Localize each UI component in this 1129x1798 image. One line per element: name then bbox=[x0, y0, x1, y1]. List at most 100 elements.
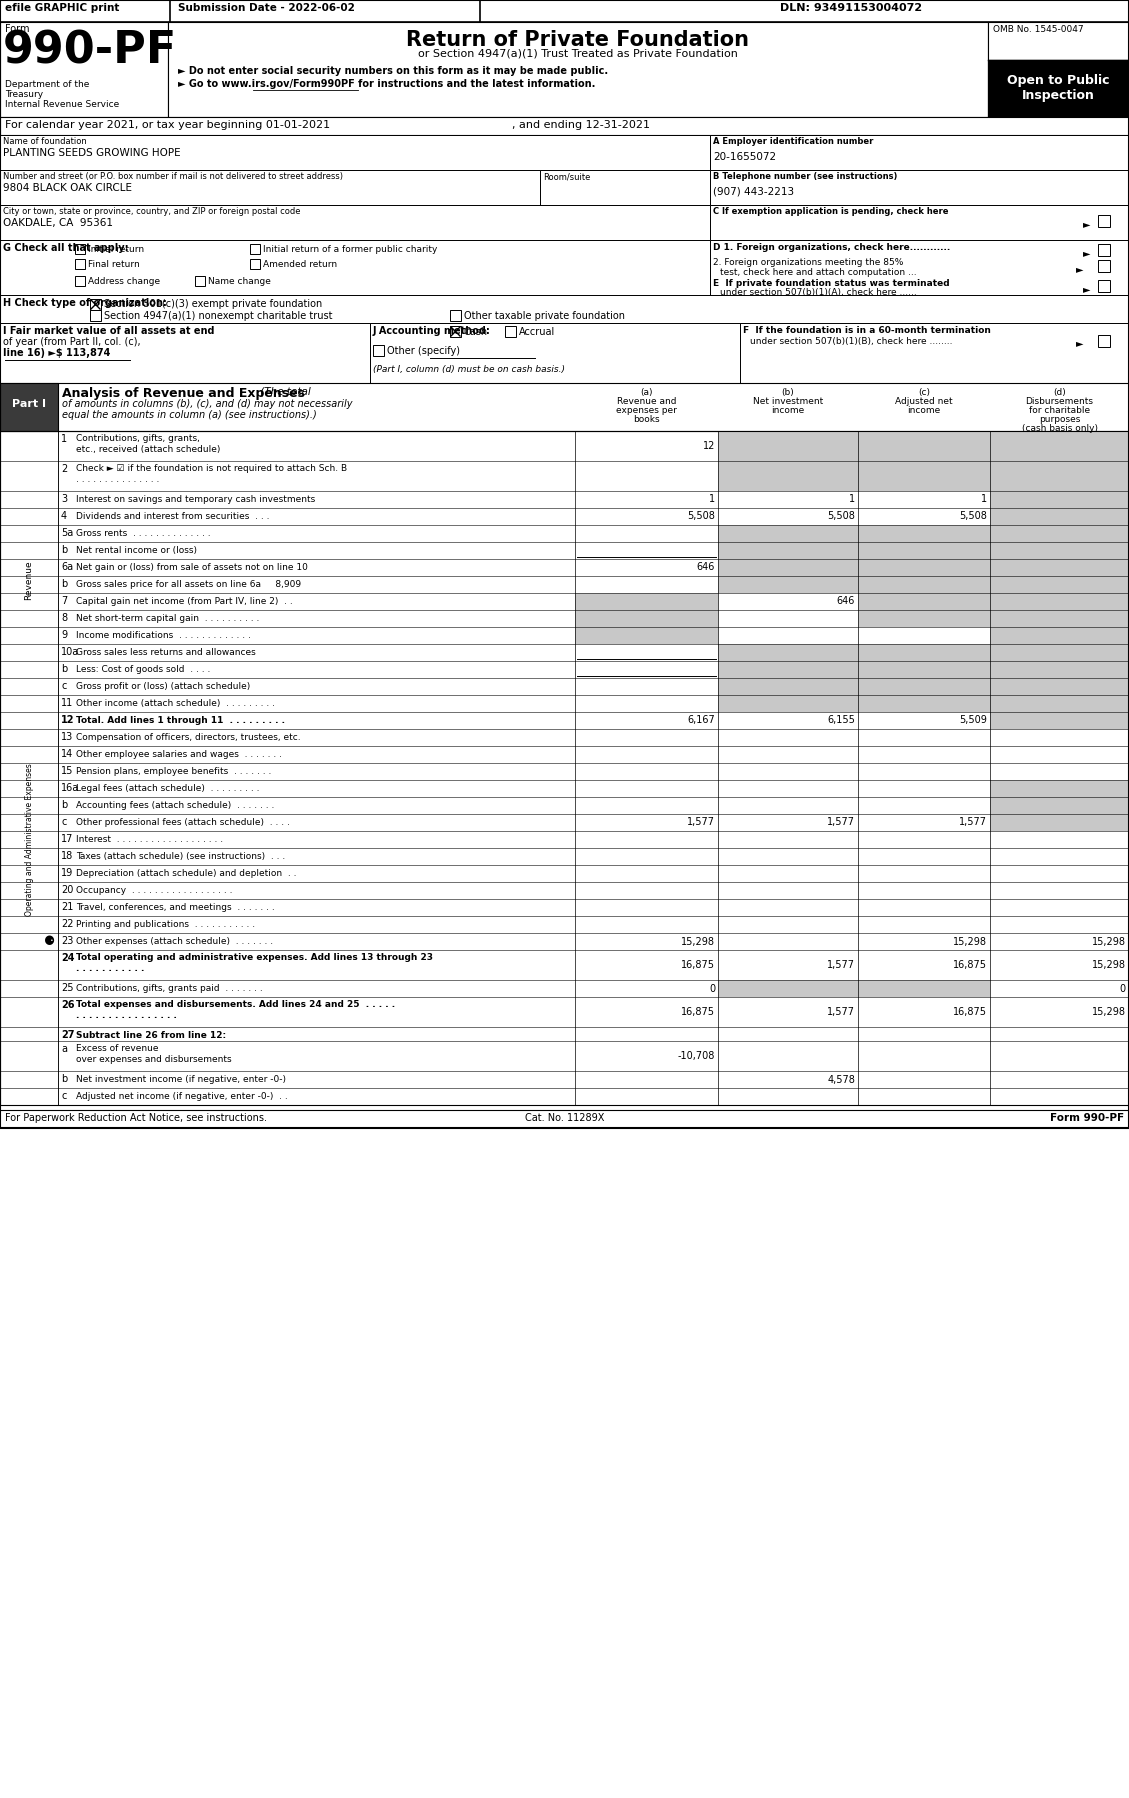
Text: 5,509: 5,509 bbox=[960, 716, 987, 726]
Text: of amounts in columns (b), (c), and (d) may not necessarily: of amounts in columns (b), (c), and (d) … bbox=[62, 399, 352, 408]
Bar bbox=[0, 295, 1129, 324]
Text: 1,577: 1,577 bbox=[828, 960, 855, 969]
Bar bbox=[718, 559, 858, 575]
Text: J Accounting method:: J Accounting method: bbox=[373, 325, 491, 336]
Bar bbox=[990, 797, 1129, 814]
Text: (907) 443-2213: (907) 443-2213 bbox=[714, 187, 794, 198]
Text: b: b bbox=[61, 545, 68, 556]
Text: b: b bbox=[61, 1075, 68, 1084]
Text: Net short-term capital gain  . . . . . . . . . .: Net short-term capital gain . . . . . . … bbox=[76, 613, 260, 622]
Text: . . . . . . . . . . .: . . . . . . . . . . . bbox=[76, 964, 145, 973]
Bar bbox=[858, 662, 990, 678]
Bar bbox=[1099, 216, 1110, 227]
Text: income: income bbox=[908, 406, 940, 415]
Text: 19: 19 bbox=[61, 868, 73, 877]
Text: A Employer identification number: A Employer identification number bbox=[714, 137, 874, 146]
Text: Excess of revenue: Excess of revenue bbox=[76, 1045, 158, 1054]
Bar bbox=[168, 22, 988, 117]
Bar bbox=[370, 324, 739, 383]
Text: 2. Foreign organizations meeting the 85%: 2. Foreign organizations meeting the 85% bbox=[714, 257, 903, 266]
Text: ►: ► bbox=[1076, 338, 1084, 349]
Text: 15,298: 15,298 bbox=[1092, 937, 1126, 946]
Bar bbox=[1099, 280, 1110, 291]
Text: Gross sales less returns and allowances: Gross sales less returns and allowances bbox=[76, 647, 256, 656]
Bar bbox=[858, 460, 990, 491]
Text: 990-PF: 990-PF bbox=[3, 31, 177, 74]
Text: 1,577: 1,577 bbox=[828, 1007, 855, 1018]
Bar bbox=[990, 432, 1129, 460]
Text: 1: 1 bbox=[981, 494, 987, 505]
Bar bbox=[718, 662, 858, 678]
Text: Total operating and administrative expenses. Add lines 13 through 23: Total operating and administrative expen… bbox=[76, 953, 436, 962]
Text: Check ► ☑ if the foundation is not required to attach Sch. B: Check ► ☑ if the foundation is not requi… bbox=[76, 464, 350, 473]
Text: H Check type of organization:: H Check type of organization: bbox=[3, 298, 167, 307]
Text: 6,155: 6,155 bbox=[828, 716, 855, 726]
Bar bbox=[990, 525, 1129, 541]
Text: 3: 3 bbox=[61, 494, 67, 503]
Text: Taxes (attach schedule) (see instructions)  . . .: Taxes (attach schedule) (see instruction… bbox=[76, 852, 286, 861]
Text: 15: 15 bbox=[61, 766, 73, 777]
Bar bbox=[718, 678, 858, 696]
Bar bbox=[373, 345, 384, 356]
Bar bbox=[739, 324, 1129, 383]
Text: Depreciation (attach schedule) and depletion  . .: Depreciation (attach schedule) and deple… bbox=[76, 868, 297, 877]
Text: 2021: 2021 bbox=[1000, 61, 1115, 104]
Text: E  If private foundation status was terminated: E If private foundation status was termi… bbox=[714, 279, 949, 288]
Bar bbox=[990, 460, 1129, 491]
Text: 646: 646 bbox=[837, 597, 855, 606]
Text: Name of foundation: Name of foundation bbox=[3, 137, 87, 146]
Text: (The total: (The total bbox=[257, 387, 310, 397]
Text: for charitable: for charitable bbox=[1029, 406, 1091, 415]
Bar bbox=[1099, 245, 1110, 255]
Bar bbox=[75, 277, 85, 286]
Bar bbox=[540, 171, 710, 205]
Text: For Paperwork Reduction Act Notice, see instructions.: For Paperwork Reduction Act Notice, see … bbox=[5, 1113, 266, 1124]
Bar bbox=[990, 696, 1129, 712]
Bar bbox=[90, 298, 100, 309]
Bar bbox=[858, 678, 990, 696]
Text: under section 507(b)(1)(A), check here ......: under section 507(b)(1)(A), check here .… bbox=[720, 288, 917, 297]
Text: purposes: purposes bbox=[1039, 415, 1080, 424]
Text: Printing and publications  . . . . . . . . . . .: Printing and publications . . . . . . . … bbox=[76, 921, 255, 930]
Bar bbox=[718, 432, 858, 460]
Text: Interest  . . . . . . . . . . . . . . . . . . .: Interest . . . . . . . . . . . . . . . .… bbox=[76, 834, 224, 843]
Text: 14: 14 bbox=[61, 750, 73, 759]
Text: c: c bbox=[61, 681, 67, 690]
Text: 16,875: 16,875 bbox=[953, 1007, 987, 1018]
Text: Contributions, gifts, grants,: Contributions, gifts, grants, bbox=[76, 433, 200, 442]
Text: For calendar year 2021, or tax year beginning 01-01-2021: For calendar year 2021, or tax year begi… bbox=[5, 120, 330, 129]
Text: line 16) ►$ 113,874: line 16) ►$ 113,874 bbox=[3, 349, 111, 358]
Bar bbox=[710, 135, 1129, 171]
Text: Inspection: Inspection bbox=[1022, 88, 1094, 102]
Text: 0: 0 bbox=[709, 984, 715, 994]
Text: 1: 1 bbox=[709, 494, 715, 505]
Bar bbox=[250, 259, 260, 270]
Text: Department of the: Department of the bbox=[5, 79, 89, 88]
Bar bbox=[990, 541, 1129, 559]
Text: c: c bbox=[61, 816, 67, 827]
Text: 6,167: 6,167 bbox=[688, 716, 715, 726]
Bar bbox=[858, 593, 990, 610]
Text: Total. Add lines 1 through 11  . . . . . . . . .: Total. Add lines 1 through 11 . . . . . … bbox=[76, 716, 285, 725]
Bar bbox=[718, 541, 858, 559]
Text: Other income (attach schedule)  . . . . . . . . .: Other income (attach schedule) . . . . .… bbox=[76, 699, 275, 708]
Text: etc., received (attach schedule): etc., received (attach schedule) bbox=[76, 444, 220, 455]
Text: (b): (b) bbox=[781, 388, 795, 397]
Text: 11: 11 bbox=[61, 698, 73, 708]
Text: Form: Form bbox=[5, 23, 29, 34]
Text: Net gain or (loss) from sale of assets not on line 10: Net gain or (loss) from sale of assets n… bbox=[76, 563, 308, 572]
Text: Accrual: Accrual bbox=[519, 327, 555, 336]
Text: Dividends and interest from securities  . . .: Dividends and interest from securities .… bbox=[76, 512, 270, 521]
Text: I Fair market value of all assets at end: I Fair market value of all assets at end bbox=[3, 325, 215, 336]
Text: Travel, conferences, and meetings  . . . . . . .: Travel, conferences, and meetings . . . … bbox=[76, 903, 274, 912]
Text: Legal fees (attach schedule)  . . . . . . . . .: Legal fees (attach schedule) . . . . . .… bbox=[76, 784, 260, 793]
Bar bbox=[450, 309, 461, 322]
Bar bbox=[710, 205, 1129, 239]
Bar bbox=[575, 610, 718, 628]
Bar bbox=[90, 309, 100, 322]
Bar bbox=[0, 171, 540, 205]
Bar bbox=[575, 628, 718, 644]
Text: Number and street (or P.O. box number if mail is not delivered to street address: Number and street (or P.O. box number if… bbox=[3, 173, 343, 182]
Text: 4: 4 bbox=[61, 511, 67, 521]
Text: ► Do not enter social security numbers on this form as it may be made public.: ► Do not enter social security numbers o… bbox=[178, 67, 609, 76]
